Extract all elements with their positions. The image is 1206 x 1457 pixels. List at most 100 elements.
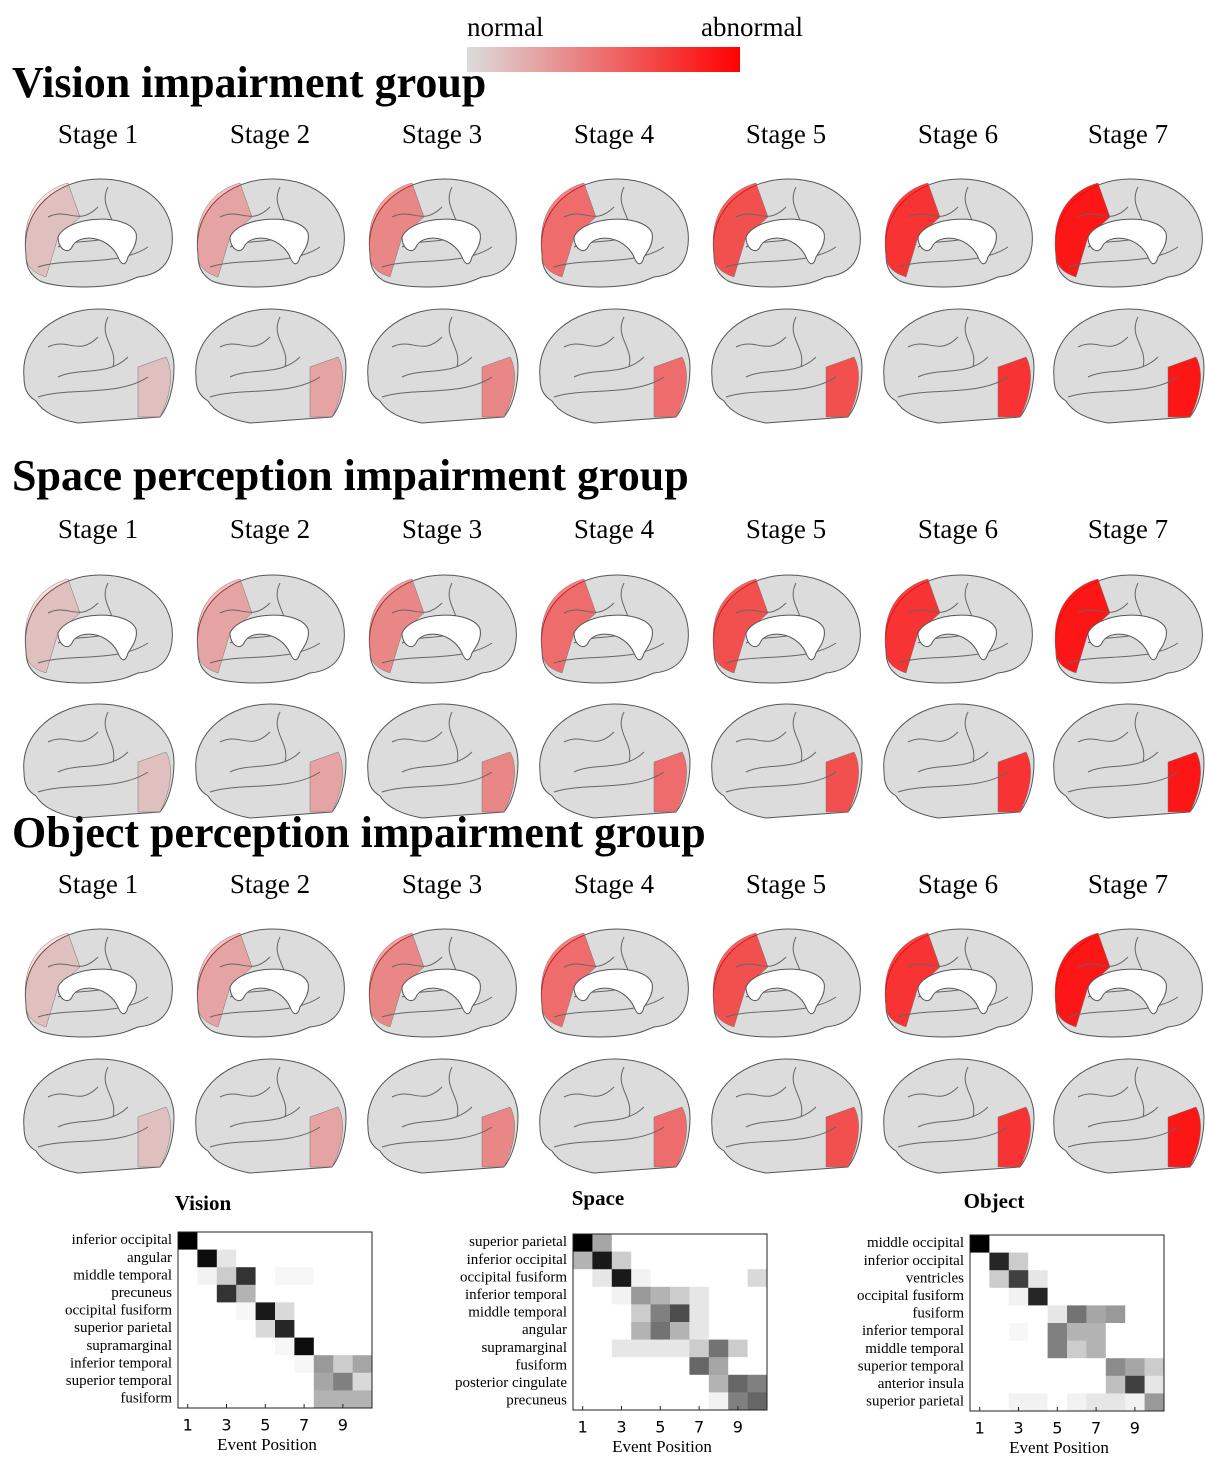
heatmap-cell — [333, 1320, 353, 1338]
x-tick-label: 9 — [338, 1416, 348, 1435]
heatmap-cell — [728, 1269, 748, 1288]
heatmap-cell — [236, 1337, 256, 1356]
heatmap-cell — [611, 1234, 632, 1252]
brain-outline — [883, 1058, 1035, 1174]
x-tick-label: 1 — [975, 1419, 985, 1438]
heatmap-cell — [1008, 1270, 1029, 1289]
x-tick-label: 1 — [578, 1418, 588, 1437]
brain-medial — [196, 574, 345, 684]
brain-lateral — [539, 308, 691, 424]
heatmap-cell — [631, 1374, 651, 1393]
heatmap-cell — [294, 1390, 315, 1409]
heatmap-cell — [1008, 1252, 1029, 1271]
brain-gyri — [209, 936, 321, 1018]
brain-region — [884, 932, 941, 1028]
brain-gyri — [1067, 582, 1179, 664]
heatmap-cell — [970, 1270, 990, 1289]
brain-region — [825, 1106, 859, 1168]
x-tick-label: 7 — [1091, 1419, 1101, 1438]
heatmap-cell — [689, 1392, 710, 1411]
brain-inner — [57, 968, 137, 1015]
brain-inner — [917, 218, 997, 265]
heatmap-cell — [989, 1252, 1010, 1271]
brain-medial — [1054, 928, 1203, 1038]
brain-region — [368, 578, 425, 674]
stage-label: Stage 1 — [58, 869, 138, 899]
brain-outline — [23, 1058, 175, 1174]
row-label: occipital fusiform — [857, 1288, 964, 1304]
heatmap-cell — [1028, 1252, 1048, 1271]
stage-label: Stage 1 — [58, 119, 138, 149]
heatmap-cell — [631, 1322, 651, 1340]
heatmap-cell — [1047, 1305, 1068, 1324]
brain-gyri — [1067, 1066, 1179, 1148]
row-label: ventricles — [906, 1270, 964, 1286]
heatmap-cell — [650, 1374, 671, 1393]
brain-inner — [401, 614, 481, 661]
heatmap-cell — [592, 1392, 613, 1411]
heatmap-cell — [670, 1234, 690, 1252]
heatmap-cell — [275, 1390, 295, 1409]
brain-gyri — [209, 711, 321, 793]
row-label: precuneus — [506, 1393, 567, 1409]
stage-label: Stage 4 — [574, 119, 655, 149]
brain-medial — [368, 928, 517, 1038]
heatmap-cell — [294, 1232, 315, 1250]
heatmap-cell — [573, 1374, 593, 1393]
brain-outline — [883, 308, 1035, 424]
heatmap-cell — [1067, 1235, 1087, 1253]
brain-region — [1054, 182, 1111, 278]
brain-region — [884, 578, 941, 674]
brain-region — [309, 751, 343, 813]
brain-region — [368, 182, 425, 278]
heatmap-cell — [670, 1304, 690, 1323]
heatmap-cell — [708, 1304, 729, 1323]
heatmap-cell — [747, 1374, 768, 1393]
heatmap-cell — [1047, 1375, 1068, 1394]
heatmap-cell — [216, 1302, 237, 1321]
heatmap-cell — [728, 1392, 748, 1411]
heatmap-cell — [352, 1302, 373, 1321]
heatmap-cell — [611, 1269, 632, 1288]
heatmap-cell — [728, 1357, 748, 1376]
heatmap-cell — [1028, 1340, 1048, 1359]
stage-label: Stage 3 — [402, 514, 482, 544]
heatmap-cell — [670, 1357, 690, 1376]
heatmap-cell — [1067, 1323, 1087, 1341]
heatmap-cell — [352, 1267, 373, 1286]
heatmap-cell — [573, 1339, 593, 1358]
brain-outline — [711, 1058, 863, 1174]
heatmap-cell — [728, 1322, 748, 1340]
brain-gyri — [37, 711, 149, 793]
heatmap-cell — [1067, 1305, 1087, 1324]
heatmap-title: Space — [572, 1186, 625, 1210]
row-label: anterior insula — [878, 1376, 965, 1392]
brain-gyri — [381, 316, 493, 398]
heatmap-cell — [197, 1232, 218, 1250]
heatmap-cell — [178, 1284, 198, 1303]
heatmap-cell — [728, 1286, 748, 1305]
brain-region — [653, 356, 687, 418]
heatmap-title: Object — [964, 1189, 1025, 1213]
brain-gyri — [209, 186, 321, 268]
brain-lateral — [539, 703, 691, 819]
heatmap-cell — [708, 1374, 729, 1393]
row-label: middle temporal — [865, 1341, 964, 1357]
brain-gyri — [37, 316, 149, 398]
heatmap-cell — [1067, 1287, 1087, 1306]
heatmap-cell — [1028, 1375, 1048, 1394]
heatmap-cell — [255, 1284, 276, 1303]
heatmap-cell — [650, 1357, 671, 1376]
heatmap-cell — [670, 1339, 690, 1358]
stage-label: Stage 7 — [1088, 869, 1168, 899]
heatmap-cell — [631, 1392, 651, 1411]
row-label: supramarginal — [86, 1338, 172, 1354]
brain-region — [540, 578, 597, 674]
heatmap-cell — [592, 1374, 613, 1393]
brain-medial — [884, 928, 1033, 1038]
heatmap-cell — [1144, 1323, 1165, 1341]
heatmap-cell — [275, 1267, 295, 1286]
heatmap-cell — [611, 1286, 632, 1305]
row-label: superior temporal — [858, 1358, 964, 1374]
brain-gyri — [553, 316, 665, 398]
